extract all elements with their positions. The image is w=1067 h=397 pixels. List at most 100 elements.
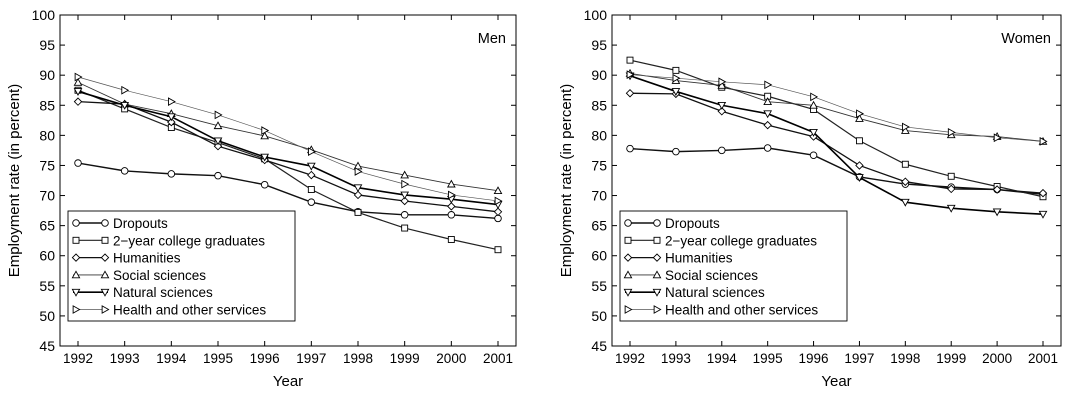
data-point bbox=[764, 80, 773, 90]
legend-item-label: Health and other services bbox=[665, 303, 818, 318]
y-tick-label: 90 bbox=[39, 67, 55, 83]
data-point bbox=[400, 211, 409, 219]
data-point bbox=[306, 162, 316, 171]
legend-marker bbox=[71, 288, 81, 297]
y-axis-label: Employment rate (in percent) bbox=[558, 84, 575, 277]
x-tick-label: 1996 bbox=[250, 351, 280, 366]
legend-marker bbox=[72, 236, 80, 244]
data-point bbox=[120, 101, 130, 110]
x-tick-label: 2001 bbox=[483, 351, 513, 366]
x-tick-label: 2000 bbox=[436, 351, 466, 366]
legend-item-label: Humanities bbox=[665, 251, 733, 266]
legend-item-label: Social sciences bbox=[113, 268, 206, 283]
data-point bbox=[993, 133, 1002, 143]
y-tick-label: 80 bbox=[39, 127, 55, 143]
legend-marker bbox=[653, 305, 662, 314]
legend-item-label: Social sciences bbox=[665, 268, 758, 283]
series-line-2 bbox=[629, 59, 1044, 198]
data-point bbox=[717, 101, 727, 110]
data-point bbox=[73, 77, 83, 86]
data-point bbox=[354, 167, 363, 176]
data-point bbox=[992, 208, 1002, 217]
data-point bbox=[1039, 137, 1048, 146]
legend: Dropouts 2−year college graduates Humaniti… bbox=[67, 210, 296, 322]
legend-marker bbox=[653, 236, 661, 244]
data-point bbox=[447, 211, 456, 219]
data-point bbox=[992, 185, 1002, 194]
data-point bbox=[672, 147, 680, 156]
data-point bbox=[763, 144, 772, 152]
y-tick-label: 65 bbox=[39, 218, 55, 234]
data-point bbox=[213, 141, 223, 151]
legend-marker bbox=[100, 288, 110, 297]
x-axis-label: Year bbox=[821, 373, 851, 390]
y-tick-label: 45 bbox=[39, 338, 55, 354]
data-point bbox=[902, 122, 910, 132]
legend-marker bbox=[624, 305, 633, 314]
series-line-1 bbox=[629, 147, 1044, 196]
data-point bbox=[493, 186, 503, 195]
x-tick-label: 1998 bbox=[890, 351, 920, 366]
data-point bbox=[626, 56, 634, 64]
data-point bbox=[672, 73, 681, 83]
x-tick-label: 1994 bbox=[156, 351, 187, 366]
legend-marker bbox=[653, 219, 661, 227]
x-tick-label: 1999 bbox=[390, 351, 420, 366]
legend-marker bbox=[624, 236, 632, 244]
data-point bbox=[947, 172, 955, 180]
chart-panel-men: 45 50 55 60 65 70 75 80 85 90 95 100 1992 1993 1994 199… bbox=[6, 7, 517, 390]
data-point bbox=[718, 146, 726, 155]
data-point bbox=[213, 137, 223, 146]
series-line-6 bbox=[629, 74, 1044, 142]
legend-marker bbox=[623, 288, 633, 297]
series-line-1 bbox=[77, 162, 499, 220]
legend-marker bbox=[652, 253, 662, 262]
data-point bbox=[855, 174, 864, 183]
series-line-5 bbox=[629, 75, 1044, 216]
data-point bbox=[448, 190, 456, 200]
data-point bbox=[494, 214, 502, 223]
legend-item-label: 2−year college graduates bbox=[113, 233, 265, 248]
y-tick-label: 75 bbox=[591, 157, 607, 173]
data-point bbox=[493, 207, 503, 217]
x-axis-label: Year bbox=[273, 373, 303, 390]
y-tick-label: 95 bbox=[591, 37, 607, 53]
data-point bbox=[855, 161, 864, 170]
data-point bbox=[447, 236, 455, 243]
data-point bbox=[946, 204, 956, 213]
data-point bbox=[625, 88, 635, 98]
y-tick-label: 50 bbox=[39, 308, 55, 324]
x-tick-label: 1993 bbox=[661, 351, 691, 366]
data-point bbox=[947, 127, 956, 137]
data-point bbox=[763, 120, 772, 130]
series-line-2 bbox=[77, 89, 499, 251]
legend: Dropouts 2−year college graduates Humaniti… bbox=[619, 210, 848, 322]
legend-item-label: Humanities bbox=[113, 251, 181, 266]
data-point bbox=[1038, 210, 1048, 219]
data-point bbox=[671, 88, 681, 96]
data-point bbox=[260, 131, 270, 140]
data-point bbox=[214, 110, 223, 120]
y-tick-label: 60 bbox=[39, 248, 55, 264]
data-point bbox=[167, 117, 176, 127]
data-point bbox=[213, 121, 223, 130]
legend-item-label: Dropouts bbox=[113, 216, 168, 231]
plot-frame bbox=[611, 14, 1062, 347]
data-point bbox=[494, 196, 503, 206]
data-point bbox=[809, 129, 818, 137]
x-tick-label: 1993 bbox=[110, 351, 140, 366]
data-point bbox=[901, 177, 910, 186]
data-point bbox=[260, 180, 269, 189]
data-point bbox=[401, 224, 409, 232]
x-tick-label: 1995 bbox=[753, 351, 783, 366]
data-point bbox=[308, 147, 316, 156]
data-point bbox=[353, 161, 363, 170]
data-point bbox=[901, 160, 909, 168]
legend-marker bbox=[72, 305, 81, 314]
y-axis-label: Employment rate (in percent) bbox=[6, 84, 23, 277]
y-tick-label: 55 bbox=[39, 278, 55, 294]
data-point bbox=[809, 100, 818, 109]
series-line-4 bbox=[629, 72, 1044, 142]
data-point bbox=[672, 66, 680, 74]
data-point bbox=[400, 170, 410, 179]
